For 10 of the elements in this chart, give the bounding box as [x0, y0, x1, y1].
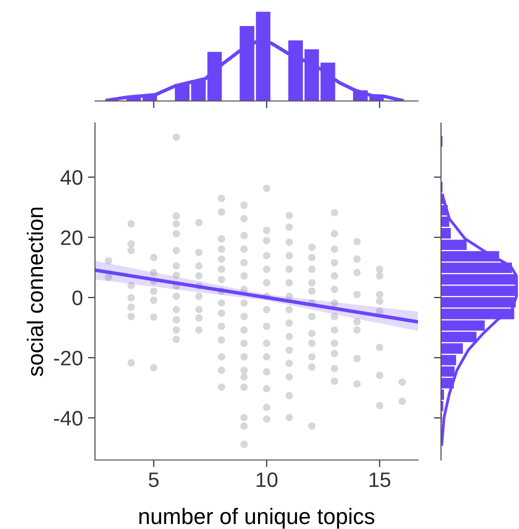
- y-tick-label: 40: [60, 170, 82, 185]
- x-tick-label: 15: [370, 472, 390, 488]
- y-tick-label: -20: [54, 350, 82, 366]
- y-tick-label: 20: [61, 230, 82, 246]
- x-axis-title: number of unique topics: [139, 508, 374, 529]
- y-tick-label: 0: [72, 290, 82, 306]
- x-tick-label: 5: [148, 472, 159, 488]
- x-tick-label: 10: [256, 472, 278, 488]
- y-axis-title: social connection: [26, 208, 44, 376]
- y-tick-label: -40: [54, 410, 82, 426]
